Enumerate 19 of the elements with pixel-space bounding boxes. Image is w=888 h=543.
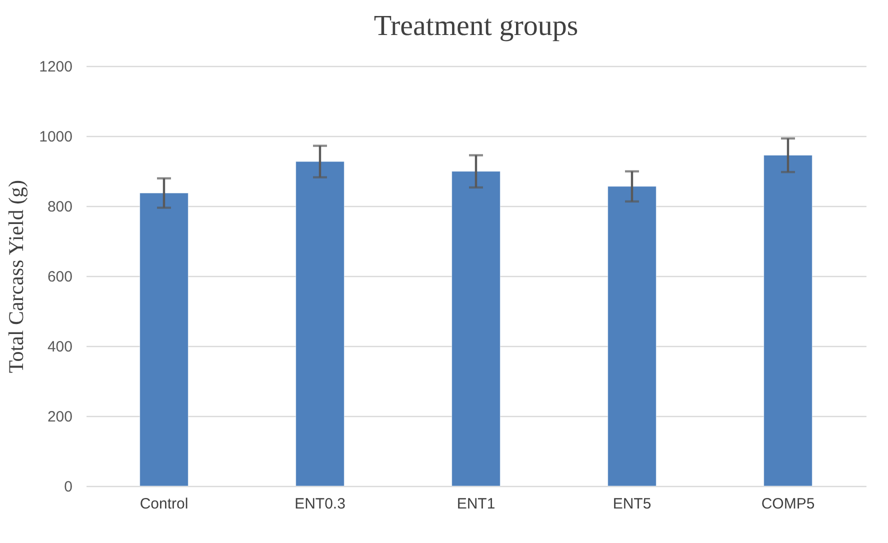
x-tick-label: Control (140, 496, 188, 512)
bar (140, 192, 188, 486)
y-tick-label: 400 (47, 338, 72, 356)
x-tick-label: ENT0.3 (294, 496, 346, 512)
y-tick-label: 200 (47, 408, 72, 426)
x-tick-label: ENT5 (612, 496, 652, 512)
chart-title: Treatment groups (374, 10, 578, 42)
bar (608, 186, 656, 486)
bar (452, 171, 500, 486)
y-tick-label: 800 (47, 198, 72, 216)
y-tick-label: 1000 (39, 128, 72, 146)
bar (296, 161, 344, 486)
y-axis-title: Total Carcass Yield (g) (4, 180, 28, 374)
bar (764, 155, 812, 486)
y-tick-label: 1200 (39, 58, 72, 76)
x-tick-label: ENT1 (456, 496, 496, 512)
x-tick-label: COMP5 (761, 496, 815, 512)
y-tick-label: 0 (64, 478, 72, 496)
y-tick-label: 600 (47, 268, 72, 286)
